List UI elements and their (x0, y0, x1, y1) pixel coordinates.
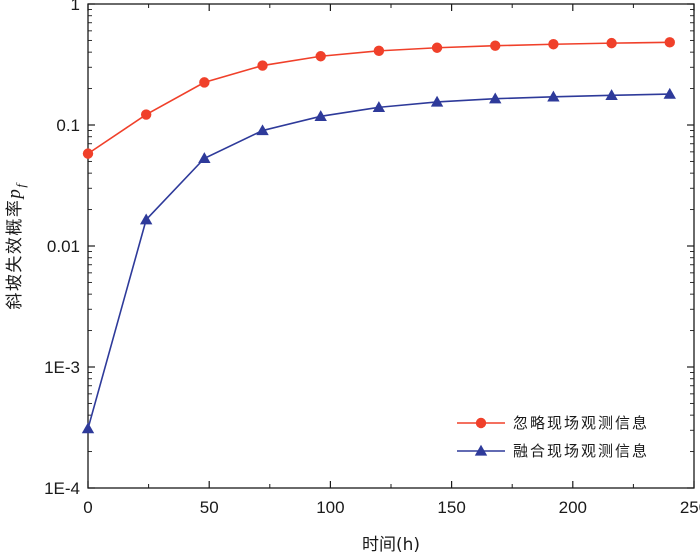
series-1-point (257, 60, 268, 71)
y-axis-title-subscript: f (13, 182, 28, 188)
y-axis-title: 斜坡失效概率pf (4, 182, 28, 310)
ticks: 0 50 100 150 200 250 1E-4 1E-3 0.01 0.1 1 (44, 0, 700, 517)
series-1-point (140, 109, 152, 120)
series-line-2 (87, 93, 670, 429)
series-2-point (314, 110, 327, 121)
series-2-point (605, 89, 618, 100)
series-line-1 (87, 41, 670, 155)
series-2-point (256, 124, 269, 136)
x-tick-label: 100 (316, 498, 344, 517)
series-2-point (372, 101, 386, 112)
x-axis-title: 时间(h) (362, 535, 420, 554)
y-tick-label: 1E-3 (44, 358, 80, 377)
x-tick-label: 200 (559, 498, 587, 517)
series-2-point (430, 95, 444, 107)
y-tick-label: 0.1 (56, 116, 80, 135)
series-1-point (548, 39, 559, 50)
legend-marker-1 (475, 417, 487, 429)
series-1-point (373, 45, 385, 57)
legend-label-1: 忽略现场观测信息 (513, 414, 649, 432)
series-1-point (199, 77, 210, 88)
legend-label-2: 融合现场观测信息 (513, 442, 649, 460)
y-axis-title-symbol: p (4, 188, 25, 201)
y-tick-label: 1 (71, 0, 80, 14)
series-2-point (198, 152, 211, 164)
series-1-point (82, 148, 94, 159)
series-2-point (139, 213, 153, 225)
series-2-point (489, 92, 502, 104)
series-1-point (431, 42, 443, 53)
series-2-point (81, 422, 95, 434)
series-2-point (663, 87, 676, 99)
x-tick-label: 0 (83, 498, 92, 517)
x-tick-label: 250 (680, 498, 700, 517)
x-tick-label: 50 (200, 498, 219, 517)
series-1-point (490, 40, 501, 51)
y-tick-label: 0.01 (47, 237, 80, 256)
series (81, 37, 676, 434)
y-axis-title-text: 斜坡失效概率 (5, 199, 25, 310)
series-1-point (315, 51, 326, 62)
x-tick-label: 150 (437, 498, 465, 517)
series-2-point (547, 90, 560, 102)
series-1-point (664, 37, 675, 48)
legend-marker-2 (474, 444, 488, 456)
series-1-point (606, 37, 617, 49)
y-tick-label: 1E-4 (44, 479, 80, 498)
